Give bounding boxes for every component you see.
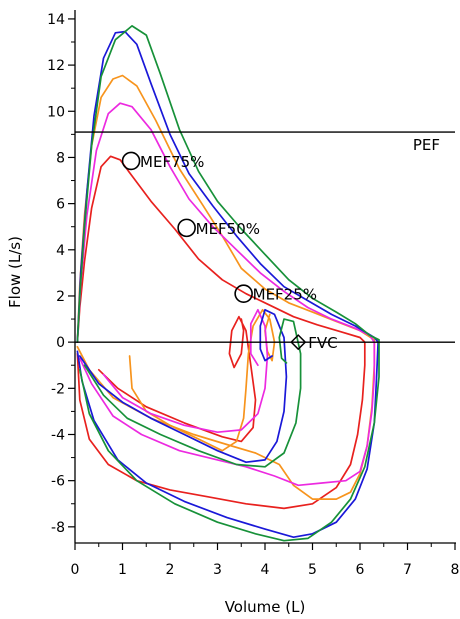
- y-tick-label: 12: [47, 58, 65, 74]
- marker-label-mef75: MEF75%: [140, 153, 204, 171]
- y-tick-label: 0: [56, 335, 65, 351]
- x-tick-label: 8: [451, 562, 460, 578]
- marker-mef50: [177, 218, 196, 238]
- x-tick-label: 2: [166, 562, 175, 578]
- y-tick-label: 8: [56, 150, 65, 166]
- series-line-2: [97, 315, 257, 443]
- marker-label-mef50: MEF50%: [196, 220, 260, 238]
- series-line-3: [76, 74, 376, 500]
- series-layer: [76, 25, 380, 542]
- x-tick-label: 1: [118, 562, 127, 578]
- y-tick-label: -6: [51, 474, 65, 490]
- marker-fvc: [290, 334, 307, 351]
- marker-mef75: [121, 151, 141, 171]
- marker-label-mef25: MEF25%: [253, 286, 317, 304]
- y-tick-label: -2: [51, 381, 65, 397]
- x-tick-label: 6: [356, 562, 365, 578]
- x-tick-label: 4: [261, 562, 270, 578]
- markers-layer: MEF75% MEF50% MEF25% FVC: [121, 151, 338, 352]
- series-line-6: [102, 308, 269, 434]
- x-tick-label: 5: [308, 562, 317, 578]
- y-tick-label: 14: [47, 12, 65, 28]
- x-axis-label: Volume (L): [225, 598, 306, 616]
- series-line-1: [76, 155, 366, 510]
- y-tick-label: -8: [51, 520, 65, 536]
- series-line-7: [76, 30, 379, 539]
- series-line-4: [128, 308, 276, 452]
- marker-mef25: [234, 284, 253, 303]
- x-tick-label: 3: [213, 562, 222, 578]
- series-line-9: [76, 25, 380, 542]
- series-line-10: [83, 318, 302, 468]
- reference-lines: PEF: [75, 131, 455, 343]
- y-tick-label: -4: [51, 427, 65, 443]
- y-tick-label: 10: [47, 104, 65, 120]
- series-line-8: [78, 308, 288, 464]
- marker-label-fvc: FVC: [308, 334, 337, 352]
- y-tick-label: 6: [56, 197, 65, 213]
- x-tick-label: 0: [71, 562, 80, 578]
- reference-line-label-pef: PEF: [413, 136, 440, 154]
- y-axis-label: Flow (L/s): [6, 236, 24, 308]
- y-tick-label: 2: [56, 289, 65, 305]
- x-tick-label: 7: [403, 562, 412, 578]
- y-tick-label: 4: [56, 243, 65, 259]
